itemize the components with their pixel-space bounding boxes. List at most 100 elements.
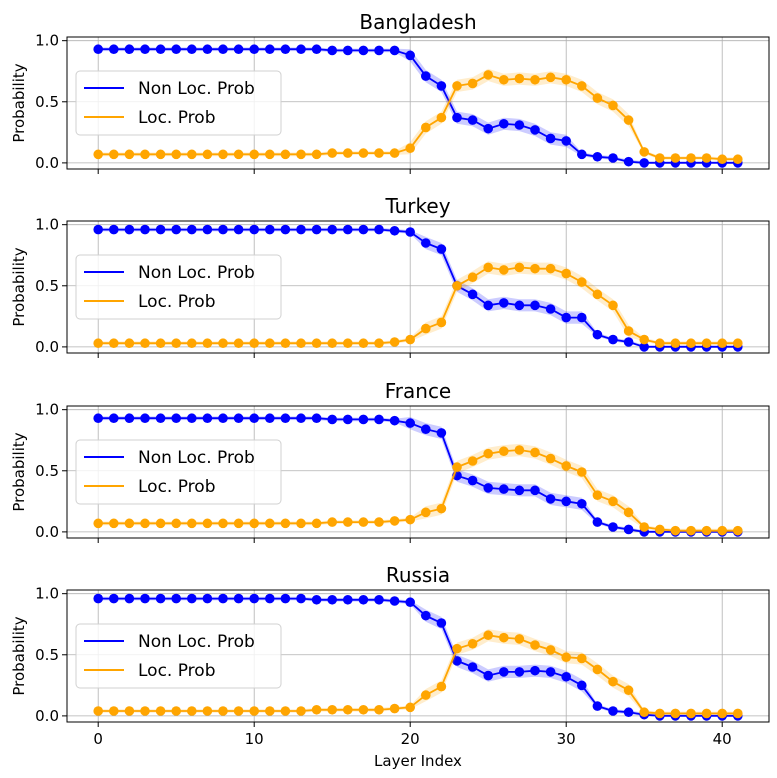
data-point: [577, 312, 587, 323]
data-point: [343, 224, 353, 235]
data-point: [311, 338, 322, 349]
data-point: [124, 149, 135, 160]
data-point: [421, 238, 431, 248]
data-point: [421, 323, 431, 334]
panel-russia: 0.0 0.5 1.0 0 10 20 30 40 Russia Probability Layer…: [10, 563, 770, 770]
legend-entry: Loc. Prob: [138, 661, 216, 681]
band-non-loc: [98, 47, 738, 163]
data-point: [358, 338, 369, 349]
data-point: [218, 413, 228, 424]
data-point: [187, 706, 197, 716]
data-point: [311, 413, 322, 424]
data-point: [155, 224, 166, 235]
data-point: [421, 424, 431, 435]
data-point: [561, 496, 571, 507]
x-tick-label: 30: [557, 730, 576, 748]
data-point: [218, 706, 228, 716]
data-point: [124, 338, 135, 349]
data-point: [233, 338, 244, 349]
data-point: [655, 524, 665, 535]
data-point: [296, 706, 306, 716]
data-point: [421, 507, 431, 518]
data-point: [218, 518, 228, 529]
data-point: [733, 338, 743, 349]
data-point: [171, 224, 181, 235]
y-tick-label: 1.0: [35, 585, 59, 603]
data-point: [483, 123, 494, 134]
data-point: [343, 414, 353, 425]
data-point: [577, 81, 587, 91]
data-point: [343, 704, 353, 715]
data-point: [670, 338, 681, 349]
data-point: [327, 45, 338, 56]
data-point: [561, 74, 571, 85]
band-loc: [98, 629, 738, 716]
data-point: [592, 664, 603, 675]
data-point: [389, 516, 400, 526]
data-point: [265, 413, 275, 424]
y-tick-label: 0.0: [35, 523, 59, 541]
data-point: [592, 517, 603, 527]
data-point: [514, 262, 525, 273]
data-point: [202, 706, 213, 716]
data-point: [327, 704, 338, 715]
data-point: [499, 446, 509, 457]
data-point: [265, 149, 275, 160]
data-point: [436, 112, 447, 123]
data-point: [530, 665, 540, 676]
data-point: [389, 148, 400, 158]
data-point: [405, 597, 416, 608]
data-point: [249, 224, 259, 235]
legend: Non Loc. Prob Loc. Prob: [75, 439, 282, 505]
y-tick-label: 0.0: [35, 154, 59, 172]
data-point: [405, 50, 416, 61]
data-point: [608, 706, 618, 716]
data-point: [265, 706, 275, 716]
data-point: [561, 461, 571, 471]
data-point: [655, 708, 665, 719]
data-point: [265, 593, 275, 604]
data-point: [623, 507, 634, 518]
x-axis-label: Layer Index: [374, 752, 462, 770]
data-point: [608, 153, 618, 163]
data-point: [514, 667, 525, 677]
data-point: [467, 289, 478, 300]
data-point: [467, 456, 478, 466]
data-point: [233, 518, 244, 529]
panel-turkey: 0.0 0.5 1.0 Turkey Probability Non Loc. Prob L…: [10, 194, 770, 358]
data-point: [499, 118, 509, 129]
data-point: [467, 662, 478, 672]
band-loc: [98, 443, 738, 532]
data-point: [499, 74, 509, 85]
data-point: [639, 707, 649, 718]
data-point: [343, 594, 353, 605]
y-tick-label: 0.5: [35, 93, 59, 111]
data-point: [93, 338, 103, 349]
data-point: [280, 338, 291, 349]
panel-title: Bangladesh: [359, 10, 476, 34]
axes-frame: [66, 405, 770, 539]
data-point: [187, 518, 197, 529]
data-point: [249, 44, 259, 55]
data-point: [109, 413, 119, 424]
data-point: [733, 525, 743, 536]
data-point: [280, 593, 291, 604]
data-point: [280, 44, 291, 55]
data-point: [280, 518, 291, 529]
data-point: [124, 44, 135, 55]
data-point: [452, 656, 462, 666]
data-point: [343, 45, 353, 56]
data-point: [202, 149, 213, 160]
data-point: [93, 518, 103, 529]
data-point: [701, 525, 712, 536]
data-point: [140, 413, 150, 424]
data-point: [436, 503, 447, 514]
data-point: [670, 153, 681, 163]
data-point: [233, 149, 244, 160]
data-point: [608, 300, 618, 311]
legend-box: [75, 254, 282, 320]
data-point: [717, 525, 727, 536]
data-point: [93, 44, 103, 55]
legend-entry: Loc. Prob: [138, 292, 216, 312]
